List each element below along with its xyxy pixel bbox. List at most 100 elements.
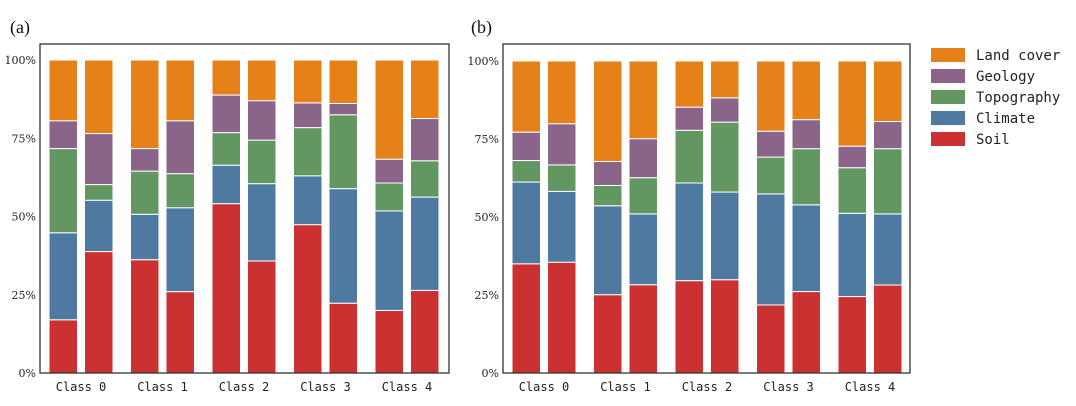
bar-segment-topography bbox=[247, 139, 277, 185]
bar-segment-soil bbox=[293, 224, 323, 374]
bar-segment-land-cover bbox=[511, 60, 541, 133]
bar-segment-geology bbox=[165, 120, 195, 175]
y-tick-label: 75% bbox=[12, 132, 36, 145]
bar-segment-soil bbox=[628, 284, 658, 374]
bar-segment-geology bbox=[374, 158, 404, 184]
bar-segment-geology bbox=[410, 118, 440, 162]
bar-segment-climate bbox=[547, 190, 577, 263]
bar-segment-climate bbox=[374, 210, 404, 311]
bar-segment-geology bbox=[247, 100, 277, 141]
bar-segment-topography bbox=[674, 129, 704, 184]
bar-segment-soil bbox=[48, 319, 78, 374]
panel-b: (b) 0% 25% 50% 75% 100% Class 0 Class 1 Class 2 C… bbox=[468, 17, 911, 394]
legend-label: Climate bbox=[976, 111, 1035, 127]
bar-segment-geology bbox=[547, 123, 577, 166]
x-tick-label: Class 2 bbox=[219, 380, 270, 394]
bar-segment-climate bbox=[674, 182, 704, 282]
bar-segment-climate bbox=[873, 213, 903, 286]
legend-label: Topography bbox=[976, 90, 1060, 106]
bar-segment-land-cover bbox=[130, 59, 160, 150]
y-tick-label: 25% bbox=[12, 289, 36, 302]
bar-segment-land-cover bbox=[547, 60, 577, 125]
bar-segment-topography bbox=[873, 148, 903, 215]
bar-segment-topography bbox=[837, 167, 867, 214]
panel-label: (a) bbox=[10, 17, 30, 38]
plot-frame bbox=[39, 43, 450, 374]
bar-segment-topography bbox=[628, 177, 658, 215]
bar-segment-land-cover bbox=[674, 60, 704, 108]
y-tick-label: 100% bbox=[468, 55, 499, 68]
bar-segment-land-cover bbox=[374, 59, 404, 160]
bar-segment-climate bbox=[710, 191, 740, 281]
bar-segment-geology bbox=[511, 131, 541, 162]
bar-segment-land-cover bbox=[328, 59, 358, 105]
bar-segment-soil bbox=[791, 291, 821, 374]
bar-segment-geology bbox=[710, 97, 740, 123]
bar-segment-climate bbox=[593, 205, 623, 296]
panel-a: (a) 0% 25% 50% 75% 100% Class 0 Class 1 Class 2 C… bbox=[5, 17, 450, 394]
bar-segment-topography bbox=[48, 148, 78, 234]
bar-segment-climate bbox=[84, 199, 114, 253]
legend-swatch bbox=[931, 90, 965, 104]
bar-segment-topography bbox=[293, 127, 323, 177]
bar-segment-topography bbox=[328, 114, 358, 190]
x-tick-label: Class 3 bbox=[300, 380, 351, 394]
bar-segment-geology bbox=[211, 94, 241, 134]
bar-segment-land-cover bbox=[211, 59, 241, 96]
y-tick-label: 50% bbox=[475, 211, 499, 224]
bar-segment-soil bbox=[674, 280, 704, 374]
bar-segment-soil bbox=[547, 261, 577, 374]
x-tick-label: Class 0 bbox=[519, 380, 570, 394]
bar-segment-soil bbox=[328, 302, 358, 374]
y-tick-label: 0% bbox=[19, 367, 36, 380]
bar-segment-geology bbox=[628, 138, 658, 179]
bar-segment-climate bbox=[130, 213, 160, 261]
bar-segment-land-cover bbox=[48, 59, 78, 122]
bar-segment-geology bbox=[756, 130, 786, 158]
bar-segment-topography bbox=[211, 132, 241, 166]
bar-segment-geology bbox=[84, 133, 114, 186]
bar-segment-land-cover bbox=[791, 60, 821, 121]
bar-segment-soil bbox=[211, 203, 241, 374]
bar-segment-soil bbox=[710, 279, 740, 374]
bar-segment-geology bbox=[791, 119, 821, 150]
bar-segment-land-cover bbox=[410, 59, 440, 120]
bar-segment-topography bbox=[374, 182, 404, 212]
y-tick-label: 75% bbox=[475, 133, 499, 146]
bar-segment-climate bbox=[165, 207, 195, 293]
legend-label: Geology bbox=[976, 69, 1035, 85]
legend-swatch bbox=[931, 132, 965, 146]
legend-label: Soil bbox=[976, 132, 1010, 148]
x-tick-label: Class 0 bbox=[56, 380, 107, 394]
bar-segment-topography bbox=[130, 170, 160, 215]
bar-segment-climate bbox=[328, 188, 358, 304]
bar-segment-land-cover bbox=[710, 60, 740, 99]
bar-segment-topography bbox=[593, 184, 623, 207]
bar-segment-climate bbox=[837, 212, 867, 298]
x-tick-label: Class 1 bbox=[600, 380, 651, 394]
bar-segment-soil bbox=[410, 289, 440, 374]
bar-segment-topography bbox=[165, 173, 195, 209]
bar-segment-land-cover bbox=[628, 60, 658, 140]
bar-segment-climate bbox=[293, 175, 323, 226]
panel-label: (b) bbox=[471, 17, 492, 38]
plot-frame bbox=[502, 43, 911, 374]
legend-swatch bbox=[931, 69, 965, 83]
y-tick-label: 50% bbox=[12, 211, 36, 224]
x-tick-label: Class 1 bbox=[137, 380, 188, 394]
bar-segment-climate bbox=[48, 232, 78, 321]
bar-segment-land-cover bbox=[293, 59, 323, 104]
bar-segment-land-cover bbox=[165, 59, 195, 122]
bar-segment-geology bbox=[837, 145, 867, 169]
bar-segment-topography bbox=[410, 160, 440, 198]
legend-swatch bbox=[931, 111, 965, 125]
bar-segment-geology bbox=[593, 160, 623, 186]
bar-segment-climate bbox=[791, 204, 821, 293]
bar-segment-soil bbox=[511, 263, 541, 374]
bar-segment-soil bbox=[593, 294, 623, 374]
x-tick-label: Class 4 bbox=[845, 380, 896, 394]
bar-segment-climate bbox=[511, 181, 541, 265]
bar-segment-land-cover bbox=[873, 60, 903, 123]
bar-segment-soil bbox=[130, 259, 160, 374]
